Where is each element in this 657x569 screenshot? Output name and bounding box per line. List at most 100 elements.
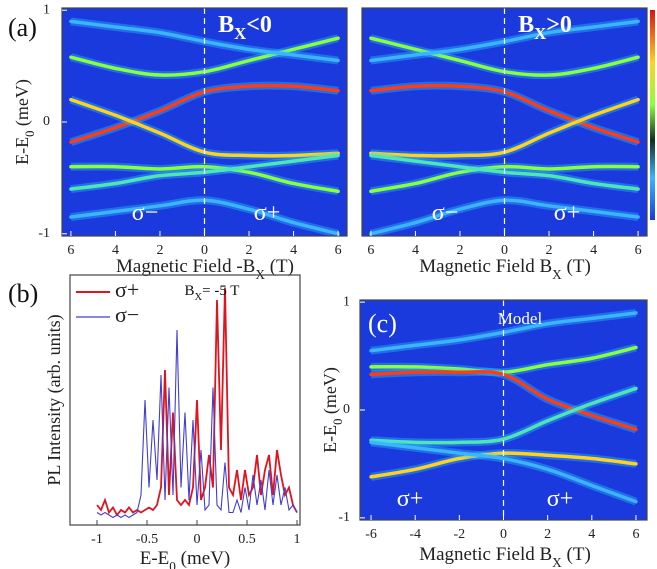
x-tick-label: -1 [91,532,103,547]
label-part: E-E [12,137,32,165]
label-part: X [534,24,546,43]
y-axis-label: E-E0 (meV) [12,79,37,165]
label-part: X [552,555,562,569]
y-tick-label: 1 [343,294,350,309]
label-part: σ+ [254,200,280,226]
x-tick-label: 4 [412,243,419,258]
annotation: Model [498,309,543,328]
label-part: PL Intensity (arb. units) [44,314,65,485]
x-tick-label: 4 [112,243,119,258]
x-tick-label: 0 [201,243,208,258]
x-tick-label: 6 [367,243,374,258]
x-tick-label: 4 [588,527,595,542]
x-tick-label: 0 [500,527,507,542]
label-part: (meV) [320,367,341,418]
label-part: E-E [320,425,340,453]
label-part: (meV) [176,548,230,569]
x-tick-label: -4 [409,527,421,542]
x-tick-label: 2 [156,243,163,258]
label-part: B [518,12,534,38]
x-tick-label: 6 [632,527,639,542]
x-axis-label: Magnetic Field BX (T) [419,256,591,281]
label-part: (T) [265,256,294,277]
annotation: σ+ [254,200,280,226]
x-axis-label: Magnetic Field -BX (T) [116,256,294,281]
label-part: 0 [23,131,37,137]
panel-label: (c) [368,309,397,338]
x-tick-label: 0 [501,243,508,258]
annotation: BX>0 [518,12,572,44]
x-axis-label: E-E0 (meV) [140,548,231,569]
label-part: (meV) [12,79,33,130]
x-tick-label: 6 [635,243,642,258]
legend-label: σ+ [115,277,139,302]
x-tick-label: 0 [194,532,201,547]
label-part: 0 [169,559,176,569]
label-part: Magnetic Field -B [116,256,255,277]
label-part: 0 [331,419,345,425]
x-tick-label: 2 [456,243,463,258]
label-part: X [195,292,203,303]
label-part: B [218,12,234,38]
annotation: σ+ [547,486,573,512]
plot [96,287,298,519]
x-tick-label: 6 [335,243,342,258]
x-tick-label: -6 [365,527,377,542]
label-part: σ− [132,200,158,226]
annotation: σ+ [554,200,580,226]
label-part: σ+ [397,486,423,512]
x-tick-label: 2 [246,243,253,258]
x-tick-label: 0.5 [238,532,256,547]
curve [369,440,638,504]
label-part: >0 [546,12,572,38]
label-part: σ− [432,200,458,226]
annotation: BX= -5 T [185,283,240,302]
label-part: X [255,267,265,282]
spectrum [96,287,298,517]
label-part: E-E [140,548,170,569]
annotation: σ− [132,200,158,226]
annotation: σ+ [397,486,423,512]
spectrum [96,329,298,519]
label-part: X [552,267,562,282]
label-part: B [185,283,195,299]
x-tick-label: 1 [294,532,301,547]
y-axis-label: PL Intensity (arb. units) [44,314,65,485]
y-tick-label: 0 [43,114,50,129]
label-part: <0 [246,12,272,38]
plot [360,300,647,520]
annotation: BX<0 [218,12,272,44]
x-tick-label: 4 [290,243,297,258]
y-tick-label: 1 [43,2,50,17]
panel-label: (a) [8,13,37,42]
legend-label: σ− [115,302,139,327]
label-part: σ+ [554,200,580,226]
curve [369,386,638,445]
x-axis-label: Magnetic Field BX (T) [419,544,591,569]
plot-frame [69,274,301,526]
x-tick-label: -0.5 [136,532,158,547]
curve [69,164,340,194]
plot [62,8,347,236]
y-axis-label: E-E0 (meV) [320,367,345,453]
y-tick-label: -1 [338,510,350,525]
label-part: (T) [562,256,591,277]
label-part: Model [498,309,543,328]
label-part: Magnetic Field B [419,256,552,277]
x-tick-label: -2 [454,527,466,542]
y-tick-label: -1 [38,226,50,241]
panel-label: (b) [8,279,38,308]
label-part: σ+ [547,486,573,512]
annotation: σ− [432,200,458,226]
label-part: (T) [562,544,591,565]
y-tick-label: 0 [343,402,350,417]
plot [362,8,647,236]
label-part: X [234,24,246,43]
x-tick-label: 2 [544,527,551,542]
x-tick-label: 2 [546,243,553,258]
colorbar [650,10,655,220]
curve [369,164,640,194]
x-tick-label: 4 [590,243,597,258]
label-part: Magnetic Field B [419,544,552,565]
